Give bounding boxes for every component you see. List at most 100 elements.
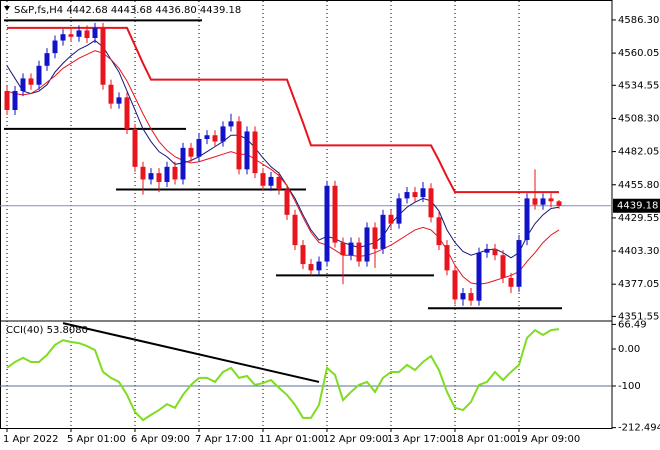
candle-body bbox=[468, 293, 474, 301]
candle-body bbox=[276, 176, 282, 190]
x-tick-label: 6 Apr 09:00 bbox=[131, 434, 190, 445]
candle-body bbox=[28, 78, 34, 85]
candle-body bbox=[516, 240, 522, 287]
candle-body bbox=[492, 248, 498, 256]
candle-body bbox=[220, 126, 226, 142]
candle-body bbox=[340, 242, 346, 256]
y-tick-label: -100 bbox=[618, 381, 641, 392]
candle-body bbox=[76, 30, 82, 37]
y-tick-label: 4560.05 bbox=[618, 48, 659, 59]
candle-body bbox=[348, 242, 354, 256]
y-tick-label: 4351.55 bbox=[618, 311, 659, 322]
candle-body bbox=[268, 176, 274, 186]
x-tick-label: 12 Apr 09:00 bbox=[323, 434, 388, 445]
candle-body bbox=[452, 270, 458, 300]
y-tick-label: 0.00 bbox=[618, 344, 640, 355]
candle-body bbox=[540, 198, 546, 205]
candle-body bbox=[460, 293, 466, 300]
candle-body bbox=[548, 198, 554, 202]
plot-frame bbox=[0, 0, 613, 429]
x-tick-label: 13 Apr 17:00 bbox=[387, 434, 452, 445]
candle-body bbox=[196, 139, 202, 157]
candle-body bbox=[236, 121, 242, 170]
chart-title: S&P,fs,H4 4442.68 4443.68 4436.80 4439.1… bbox=[14, 5, 241, 16]
candle-body bbox=[556, 201, 562, 206]
candle-body bbox=[244, 131, 250, 170]
candle-body bbox=[476, 252, 482, 301]
candle-body bbox=[132, 128, 138, 167]
candle-body bbox=[412, 192, 418, 198]
candle-body bbox=[44, 53, 50, 66]
candle-body bbox=[292, 214, 298, 246]
candle-body bbox=[172, 166, 178, 180]
candle-body bbox=[124, 97, 130, 129]
candle-body bbox=[204, 135, 210, 140]
candle-body bbox=[388, 214, 394, 224]
y-tick-label: 4586.30 bbox=[618, 15, 659, 26]
candle-body bbox=[188, 147, 194, 157]
candle-body bbox=[428, 188, 434, 218]
candle-body bbox=[380, 214, 386, 249]
price-label-box bbox=[613, 198, 660, 213]
y-tick-label: 4534.55 bbox=[618, 80, 659, 91]
y-tick-label: 66.49 bbox=[618, 319, 647, 330]
x-tick-label: 1 Apr 2022 bbox=[3, 434, 58, 445]
candle-body bbox=[396, 198, 402, 224]
x-tick-label: 7 Apr 17:00 bbox=[195, 434, 254, 445]
candle-body bbox=[92, 27, 98, 39]
indicator-line bbox=[6, 50, 560, 285]
candle-body bbox=[316, 261, 322, 271]
candle-body bbox=[260, 173, 266, 186]
candle-body bbox=[156, 173, 162, 182]
y-tick-label: 4455.80 bbox=[618, 180, 659, 191]
price-label: 4439.18 bbox=[617, 201, 658, 212]
y-tick-label: 4429.55 bbox=[618, 213, 659, 224]
y-tick-label: -212.494 bbox=[618, 423, 660, 434]
candle-body bbox=[164, 166, 170, 182]
candle-body bbox=[252, 131, 258, 174]
candle-body bbox=[484, 248, 490, 253]
candle-body bbox=[180, 147, 186, 180]
candle-body bbox=[500, 255, 506, 278]
cci-line bbox=[6, 328, 560, 422]
candle-body bbox=[364, 227, 370, 262]
candle-body bbox=[52, 40, 58, 54]
candle-body bbox=[444, 245, 450, 271]
y-tick-label: 4508.30 bbox=[618, 113, 659, 124]
menu-icon bbox=[4, 6, 10, 11]
candle-body bbox=[532, 198, 538, 205]
candle-body bbox=[228, 121, 234, 127]
candle-body bbox=[108, 84, 114, 104]
candle-body bbox=[60, 34, 66, 41]
candle-body bbox=[12, 91, 18, 110]
candle-body bbox=[100, 27, 106, 85]
candle-body bbox=[4, 91, 10, 110]
x-tick-label: 19 Apr 09:00 bbox=[515, 434, 580, 445]
indicator-line bbox=[6, 39, 560, 259]
candle-body bbox=[300, 245, 306, 265]
indicator-line bbox=[7, 26, 559, 194]
candle-body bbox=[20, 78, 26, 92]
candle-body bbox=[324, 185, 330, 262]
candle-body bbox=[68, 34, 74, 37]
y-tick-label: 4482.05 bbox=[618, 147, 659, 158]
candle-body bbox=[212, 135, 218, 142]
candle-body bbox=[524, 198, 530, 241]
x-tick-label: 18 Apr 01:00 bbox=[451, 434, 516, 445]
candle-body bbox=[356, 242, 362, 262]
candle-body bbox=[372, 227, 378, 249]
candle-body bbox=[284, 189, 290, 215]
candle-body bbox=[148, 173, 154, 180]
y-tick-label: 4403.30 bbox=[618, 246, 659, 257]
candle-body bbox=[508, 277, 514, 287]
x-tick-label: 11 Apr 01:00 bbox=[259, 434, 324, 445]
candle-body bbox=[140, 166, 146, 180]
candle-body bbox=[116, 97, 122, 104]
candle-body bbox=[420, 188, 426, 198]
candle-body bbox=[36, 65, 42, 85]
candle-body bbox=[84, 30, 90, 39]
trend-line bbox=[62, 322, 320, 383]
y-tick-label: 4377.05 bbox=[618, 279, 659, 290]
candle-body bbox=[404, 192, 410, 199]
